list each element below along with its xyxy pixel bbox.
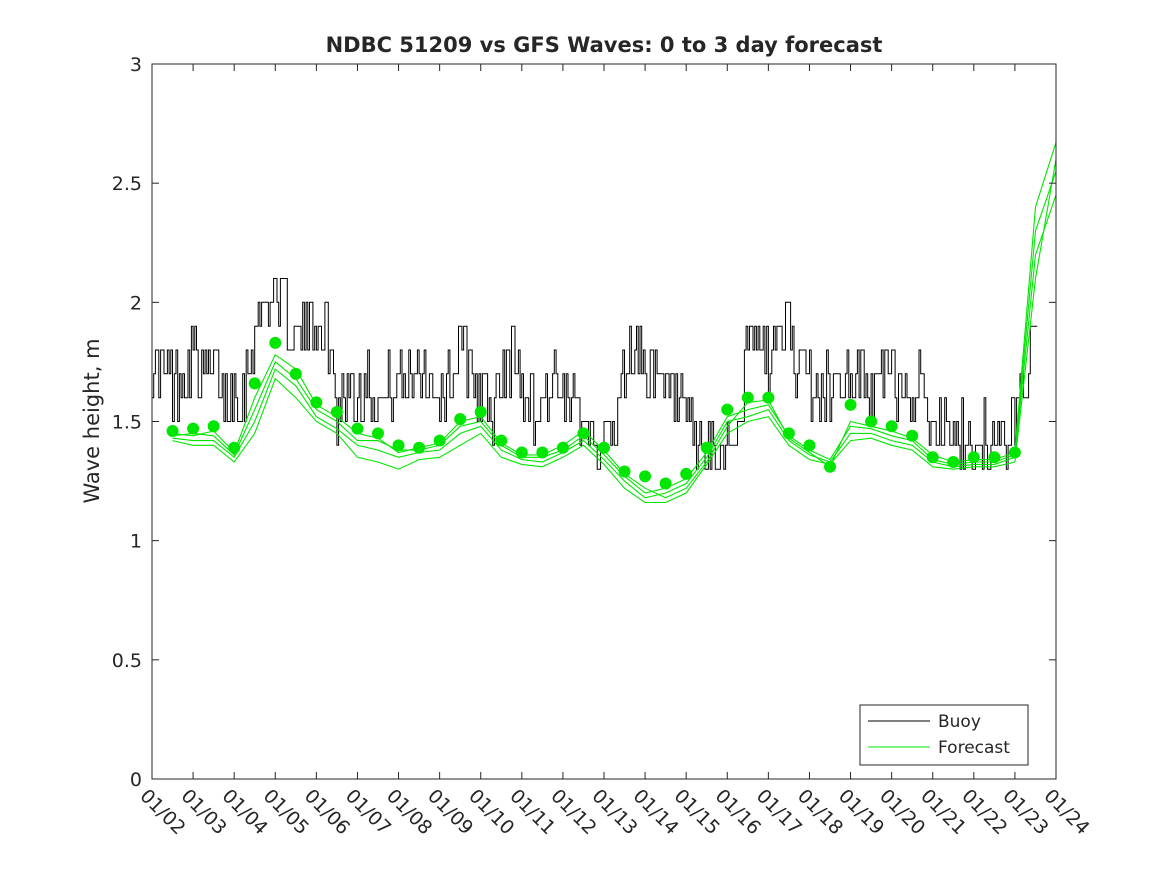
forecast-point	[413, 441, 426, 454]
forecast-point	[782, 427, 795, 440]
forecast-point	[639, 470, 652, 483]
forecast-point	[228, 441, 241, 454]
y-tick-label: 1	[130, 531, 142, 553]
forecast-point	[844, 398, 857, 411]
legend-box	[859, 704, 1029, 766]
forecast-point	[803, 439, 816, 452]
forecast-point	[187, 422, 200, 435]
forecast-point	[577, 427, 590, 440]
forecast-point	[310, 396, 323, 409]
forecast-point	[536, 446, 549, 459]
forecast-point	[556, 441, 569, 454]
forecast-point	[433, 434, 446, 447]
forecast-markers	[166, 336, 1021, 490]
forecast-point	[618, 465, 631, 478]
forecast-point	[330, 405, 343, 418]
forecast-point	[351, 422, 364, 435]
forecast-point	[659, 477, 672, 490]
plot-area: 00.511.522.53 01/0201/0301/0401/0501/060…	[112, 54, 1094, 839]
y-tick-label: 0.5	[112, 650, 142, 672]
forecast-point	[700, 441, 713, 454]
forecast-point	[495, 434, 508, 447]
forecast-point	[598, 441, 610, 454]
forecast-point	[372, 427, 384, 440]
forecast-point	[824, 460, 836, 473]
forecast-point	[207, 420, 220, 433]
forecast-point	[741, 391, 754, 404]
y-tick-label: 2	[130, 292, 142, 314]
forecast-point	[926, 451, 939, 464]
forecast-point	[865, 415, 878, 428]
forecast-point	[680, 467, 693, 480]
forecast-point	[392, 439, 405, 452]
legend-buoy-label: Buoy	[938, 712, 981, 732]
y-tick-label: 3	[130, 54, 142, 76]
forecast-point	[967, 451, 980, 464]
forecast-point	[289, 367, 302, 380]
forecast-line	[172, 159, 1057, 504]
y-axis-ticks: 0 0.5 1 1.5 2 2.5 3	[112, 54, 1056, 791]
buoy-line	[152, 278, 1038, 470]
forecast-line	[172, 194, 1057, 499]
forecast-point	[248, 377, 261, 390]
buoy-series	[152, 278, 1038, 470]
forecast-point	[721, 403, 734, 416]
y-tick-label: 2.5	[112, 173, 142, 195]
forecast-point	[474, 405, 487, 418]
forecast-point	[454, 413, 467, 426]
legend: Buoy Forecast	[859, 704, 1029, 766]
forecast-point	[947, 456, 960, 469]
chart-title: NDBC 51209 vs GFS Waves: 0 to 3 day fore…	[326, 33, 883, 57]
forecast-point	[269, 336, 282, 349]
legend-forecast-label: Forecast	[938, 738, 1010, 758]
forecast-point	[515, 446, 528, 459]
y-tick-label: 1.5	[112, 412, 142, 434]
forecast-point	[762, 391, 775, 404]
forecast-point	[1008, 446, 1021, 459]
forecast-point	[988, 451, 1001, 464]
forecast-point	[166, 425, 179, 438]
y-axis-label: Wave height, m	[80, 338, 104, 503]
y-tick-label: 0	[130, 769, 142, 791]
forecast-point	[906, 429, 919, 442]
forecast-point	[885, 420, 898, 433]
